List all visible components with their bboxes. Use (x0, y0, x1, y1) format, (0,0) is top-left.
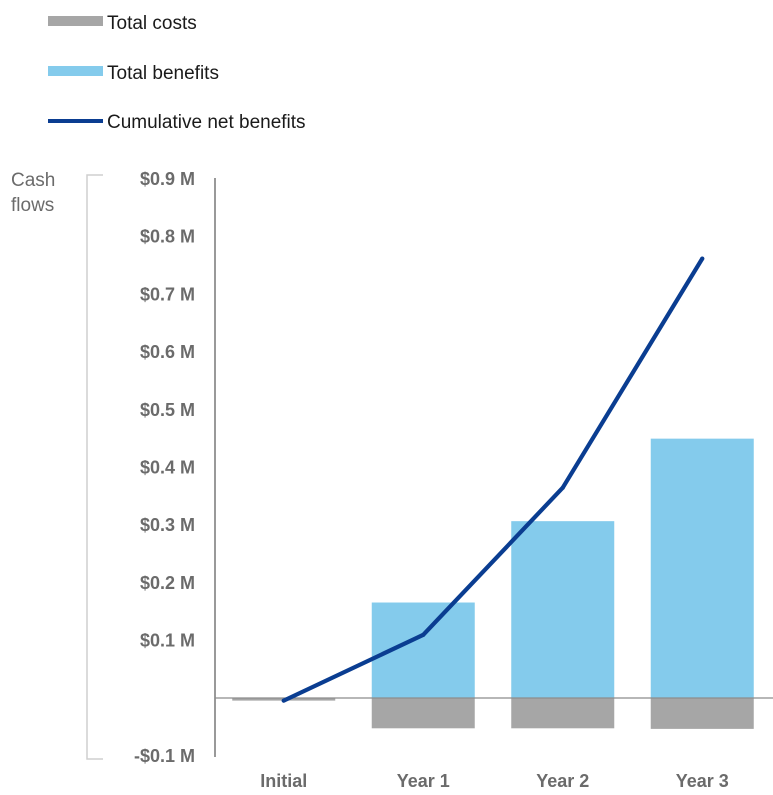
legend-label-total-costs: Total costs (107, 13, 197, 34)
cumulative-net-benefits-point (560, 485, 565, 490)
category-label: Initial (260, 771, 307, 791)
category-label: Year 3 (676, 771, 729, 791)
y-axis-title-line-1: Cash (11, 170, 55, 191)
total-benefits-bar (650, 438, 754, 699)
category-label: Year 1 (397, 771, 450, 791)
y-tick-label: $0.9 M (140, 169, 195, 189)
y-tick-label: $0.7 M (140, 284, 195, 304)
category-label: Year 2 (536, 771, 589, 791)
y-axis-title: Cash flows (11, 170, 55, 216)
total-costs-bar (371, 698, 475, 729)
total-benefits-bar (511, 521, 615, 699)
y-tick-label: $0.8 M (140, 227, 195, 247)
cumulative-net-benefits-point (700, 256, 705, 261)
total-costs-bar (511, 698, 615, 729)
y-tick-label: $0.1 M (140, 631, 195, 651)
legend-label-cumulative-net-benefits: Cumulative net benefits (107, 112, 306, 133)
y-tick-label: $0.5 M (140, 400, 195, 420)
y-axis-bracket (86, 174, 103, 760)
legend-swatch-total-benefits (48, 66, 103, 76)
category-labels: Initial Year 1 Year 2 Year 3 (260, 771, 729, 791)
y-tick-label: $0.3 M (140, 515, 195, 535)
y-tick-label: $0.6 M (140, 342, 195, 362)
bars (232, 438, 754, 729)
cumulative-net-benefits-series (281, 256, 705, 703)
y-tick-labels: $0.9 M $0.8 M $0.7 M $0.6 M $0.5 M $0.4 M $0.3… (134, 169, 195, 766)
total-costs-bar (650, 698, 754, 729)
y-tick-label: $0.2 M (140, 573, 195, 593)
cumulative-net-benefits-point (421, 632, 426, 637)
legend: Total costs Total benefits Cumulative ne… (48, 13, 306, 133)
y-axis-title-line-2: flows (11, 195, 54, 216)
cumulative-net-benefits-line (281, 256, 705, 703)
cumulative-net-benefits-point (281, 698, 286, 703)
legend-swatch-total-costs (48, 16, 103, 26)
y-tick-label: -$0.1 M (134, 746, 195, 766)
y-tick-label: $0.4 M (140, 458, 195, 478)
legend-label-total-benefits: Total benefits (107, 63, 219, 84)
